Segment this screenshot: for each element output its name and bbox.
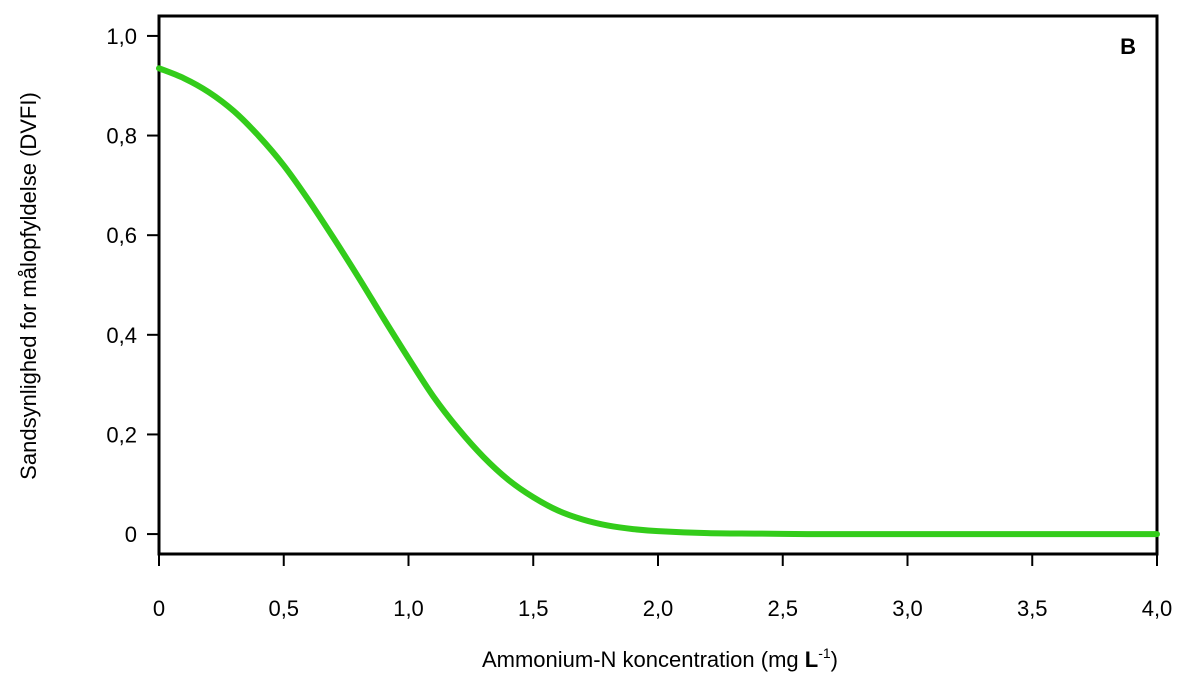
x-tick-label: 3,0: [892, 596, 923, 621]
x-tick-label: 3,5: [1017, 596, 1048, 621]
x-axis-ticks: 0 0,5 1,0 1,5 2,0 2,5 3,0 3,5 4,0: [153, 554, 1172, 621]
series-line: [156, 65, 1160, 538]
y-tick-label: 0: [125, 522, 137, 547]
x-tick-label: 1,5: [518, 596, 549, 621]
plot-frame: [157, 14, 1159, 556]
panel-label: B: [1120, 34, 1136, 59]
x-tick-label: 4,0: [1142, 596, 1173, 621]
x-tick-label: 0,5: [268, 596, 299, 621]
y-tick-label: 1,0: [106, 24, 137, 49]
y-axis-ticks: 0 0,2 0,4 0,6 0,8 1,0: [106, 24, 159, 547]
y-tick-label: 0,8: [106, 124, 137, 149]
y-tick-label: 0,4: [106, 323, 137, 348]
x-tick-label: 1,0: [393, 596, 424, 621]
y-axis-title: Sandsynlighed for målopfyldelse (DVFI): [16, 92, 41, 480]
y-tick-label: 0,6: [106, 223, 137, 248]
x-tick-label: 0: [153, 596, 165, 621]
x-axis-title: Ammonium-N koncentration (mg L-1): [482, 645, 838, 672]
x-tick-label: 2,0: [643, 596, 674, 621]
x-tick-label: 2,5: [767, 596, 798, 621]
y-tick-label: 0,2: [106, 422, 137, 447]
